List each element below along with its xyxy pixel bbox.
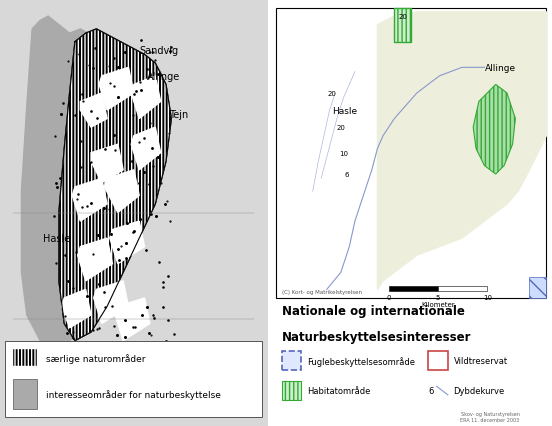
Text: særlige naturområder: særlige naturområder (45, 353, 145, 363)
Polygon shape (59, 30, 171, 341)
Bar (394, 9, 411, 43)
Text: interesseområder for naturbeskyttelse: interesseområder for naturbeskyttelse (45, 389, 220, 399)
Bar (529, 277, 546, 298)
Polygon shape (91, 145, 123, 183)
Polygon shape (62, 290, 91, 328)
Text: 20: 20 (336, 125, 346, 131)
Polygon shape (378, 13, 546, 290)
Bar (389, 287, 438, 292)
Bar (428, 351, 448, 371)
Polygon shape (104, 170, 139, 213)
Bar (6, 341, 262, 417)
Text: Allinge: Allinge (147, 72, 181, 82)
Text: Habitatområde: Habitatområde (307, 386, 370, 395)
Polygon shape (22, 17, 166, 349)
Text: Skov- og Naturstyrelsen: Skov- og Naturstyrelsen (460, 411, 519, 416)
Bar (282, 351, 301, 371)
Polygon shape (81, 94, 107, 128)
Text: Sandvig: Sandvig (139, 46, 178, 56)
Polygon shape (99, 68, 134, 111)
Text: (C) Kort- og Matrikelstyrelsen: (C) Kort- og Matrikelstyrelsen (282, 289, 362, 294)
Text: Nationale og internationale: Nationale og internationale (282, 305, 465, 317)
Text: 10: 10 (339, 150, 348, 156)
Bar (282, 381, 301, 400)
Text: Kilometer: Kilometer (421, 301, 455, 307)
Polygon shape (59, 30, 171, 341)
Text: Hasle: Hasle (332, 106, 358, 115)
Text: Vildtreservat: Vildtreservat (454, 356, 508, 366)
Text: 0: 0 (386, 294, 391, 300)
Polygon shape (72, 179, 107, 222)
Text: Hasle: Hasle (43, 233, 70, 244)
Polygon shape (13, 349, 38, 366)
Polygon shape (473, 85, 516, 175)
Text: Allinge: Allinge (485, 63, 516, 73)
Text: 20: 20 (399, 14, 407, 20)
Polygon shape (94, 281, 129, 324)
Polygon shape (115, 298, 150, 341)
Text: Naturbeskyttelsesinteresser: Naturbeskyttelsesinteresser (282, 330, 471, 343)
Text: Dybdekurve: Dybdekurve (454, 386, 505, 395)
Text: ERA 11. december 2003: ERA 11. december 2003 (460, 417, 519, 422)
Text: 20: 20 (328, 91, 337, 97)
Polygon shape (131, 77, 161, 119)
Bar (276, 9, 546, 298)
Text: 6: 6 (428, 386, 433, 395)
Polygon shape (78, 239, 113, 281)
Text: Fuglebeskyttelsesområde: Fuglebeskyttelsesområde (307, 356, 415, 366)
Bar (13, 379, 38, 409)
Text: Tejn: Tejn (169, 110, 188, 120)
Text: 6: 6 (344, 172, 349, 178)
Text: 10: 10 (483, 294, 492, 300)
Polygon shape (131, 128, 161, 170)
Text: 5: 5 (436, 294, 440, 300)
Polygon shape (110, 222, 145, 264)
Bar (438, 287, 487, 292)
